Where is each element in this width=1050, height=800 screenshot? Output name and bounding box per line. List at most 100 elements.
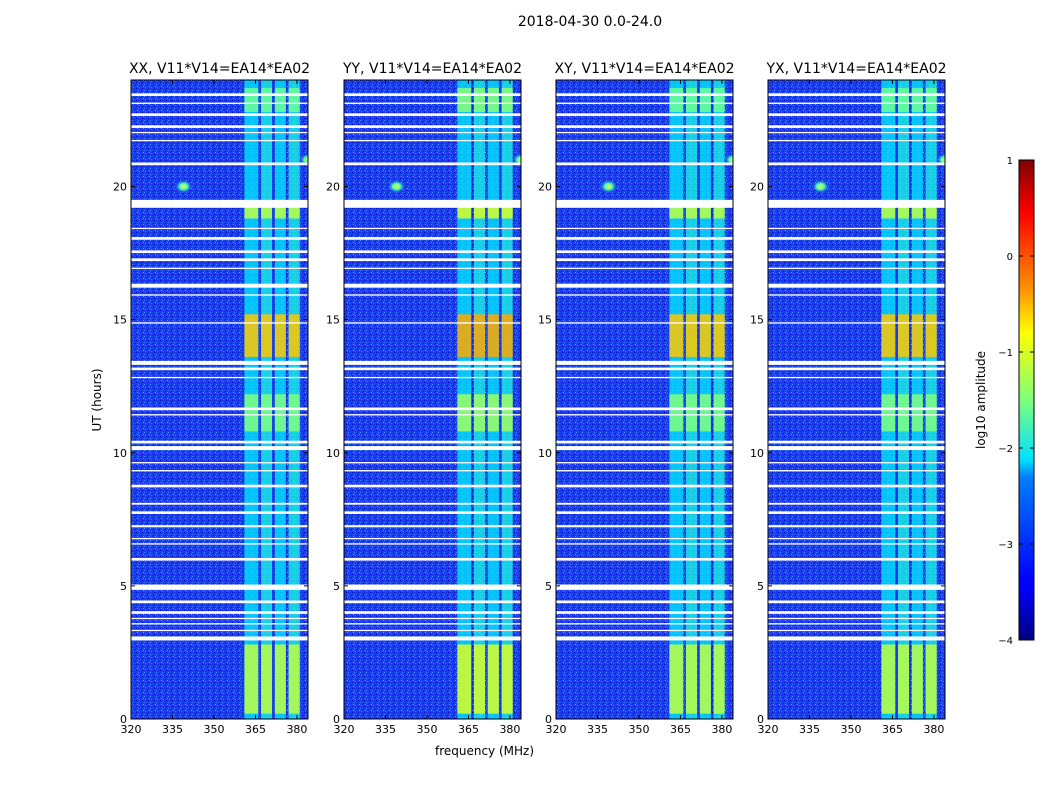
- flagged-gap: [344, 237, 521, 240]
- rfi-segment: [274, 644, 286, 714]
- rfi-segment: [487, 394, 499, 432]
- rfi-segment: [699, 205, 711, 219]
- rfi-segment: [274, 394, 286, 432]
- x-tick-label: 335: [799, 723, 820, 736]
- flagged-gap: [344, 617, 521, 620]
- flagged-gap: [768, 537, 945, 540]
- flagged-gap: [344, 623, 521, 625]
- y-tick-label: 10: [113, 447, 127, 460]
- flagged-gap: [556, 543, 733, 545]
- rfi-segment: [897, 205, 910, 219]
- rfi-segment: [699, 87, 711, 112]
- rfi-segment: [713, 314, 725, 357]
- flagged-gap: [131, 617, 308, 620]
- y-tick-label: 10: [750, 447, 764, 460]
- y-tick-label: 5: [545, 580, 552, 593]
- rfi-segment: [457, 314, 472, 357]
- flagged-gap: [556, 227, 733, 230]
- flagged-gap: [768, 283, 945, 288]
- x-tick-label: 350: [203, 723, 224, 736]
- heatmap-image: [768, 80, 945, 719]
- heatmap-image: [556, 80, 733, 719]
- flagged-gap: [131, 629, 308, 632]
- rfi-segment: [244, 394, 259, 432]
- rfi-segment: [288, 394, 300, 432]
- figure-suptitle: 2018-04-30 0.0-24.0: [518, 14, 662, 30]
- flagged-gap: [556, 93, 733, 96]
- rfi-segment: [699, 394, 711, 432]
- flagged-gap: [344, 258, 521, 262]
- y-tick-label: 20: [326, 181, 340, 194]
- flagged-gap: [768, 322, 945, 324]
- flagged-gap: [768, 360, 945, 365]
- flagged-gap: [131, 237, 308, 240]
- flagged-gap: [344, 294, 521, 296]
- flagged-gap: [556, 446, 733, 451]
- rfi-segment: [685, 205, 698, 219]
- flagged-gap: [131, 440, 308, 444]
- flagged-gap: [344, 446, 521, 451]
- flagged-gap: [768, 267, 945, 270]
- rfi-segment: [881, 87, 896, 112]
- flagged-gap: [556, 502, 733, 505]
- rfi-segment: [288, 314, 300, 357]
- flagged-gap: [768, 250, 945, 254]
- x-tick-label: 365: [458, 723, 479, 736]
- flagged-gap: [131, 446, 308, 451]
- flagged-gap: [344, 440, 521, 444]
- flagged-gap: [344, 360, 521, 365]
- flagged-gap: [556, 511, 733, 514]
- rfi-segment: [911, 314, 923, 357]
- panel-title: YX, V11*V14=EA14*EA02: [765, 61, 946, 77]
- rfi-segment: [457, 394, 472, 432]
- flagged-gap: [344, 93, 521, 96]
- x-tick-label: 320: [121, 723, 142, 736]
- flagged-gap: [768, 484, 945, 488]
- rfi-segment: [925, 644, 937, 714]
- y-tick-label: 15: [113, 314, 127, 327]
- flagged-gap: [556, 470, 733, 472]
- rfi-segment: [669, 314, 684, 357]
- rfi-segment: [669, 644, 684, 714]
- flagged-gap: [556, 611, 733, 614]
- flagged-gap: [131, 470, 308, 472]
- rfi-segment: [473, 87, 486, 112]
- x-tick-label: 350: [840, 723, 861, 736]
- flagged-gap: [131, 600, 308, 604]
- x-tick-label: 380: [499, 723, 520, 736]
- flagged-gap: [344, 414, 521, 416]
- flagged-gap: [131, 414, 308, 416]
- flagged-gap: [768, 139, 945, 142]
- point-source: [387, 179, 406, 194]
- flagged-gap: [768, 258, 945, 262]
- flagged-gap: [131, 283, 308, 288]
- rfi-segment: [260, 87, 273, 112]
- flagged-gap: [768, 414, 945, 416]
- rfi-segment: [288, 87, 300, 112]
- flagged-gap: [768, 511, 945, 514]
- x-tick-label: 380: [286, 723, 307, 736]
- flagged-gap: [344, 636, 521, 641]
- flagged-gap: [344, 139, 521, 142]
- flagged-gap: [131, 543, 308, 545]
- colorbar: −4 −3 −2 −1 0 1 log10 amplitude: [974, 156, 1035, 647]
- flagged-gap: [131, 162, 308, 166]
- x-tick-label: 350: [628, 723, 649, 736]
- rfi-segment: [244, 205, 259, 219]
- flagged-gap: [131, 502, 308, 505]
- flagged-gap: [344, 125, 521, 128]
- rfi-segment: [669, 205, 684, 219]
- x-tick-label: 320: [546, 723, 567, 736]
- flagged-gap: [768, 557, 945, 561]
- flagged-gap: [344, 322, 521, 324]
- x-tick-label: 365: [670, 723, 691, 736]
- flagged-gap: [131, 623, 308, 625]
- rfi-segment: [501, 87, 513, 112]
- flagged-gap: [556, 367, 733, 371]
- flagged-gap: [344, 543, 521, 545]
- flagged-gap: [556, 131, 733, 134]
- flagged-gap: [768, 125, 945, 128]
- rfi-segment: [881, 205, 896, 219]
- rfi-segment: [501, 394, 513, 432]
